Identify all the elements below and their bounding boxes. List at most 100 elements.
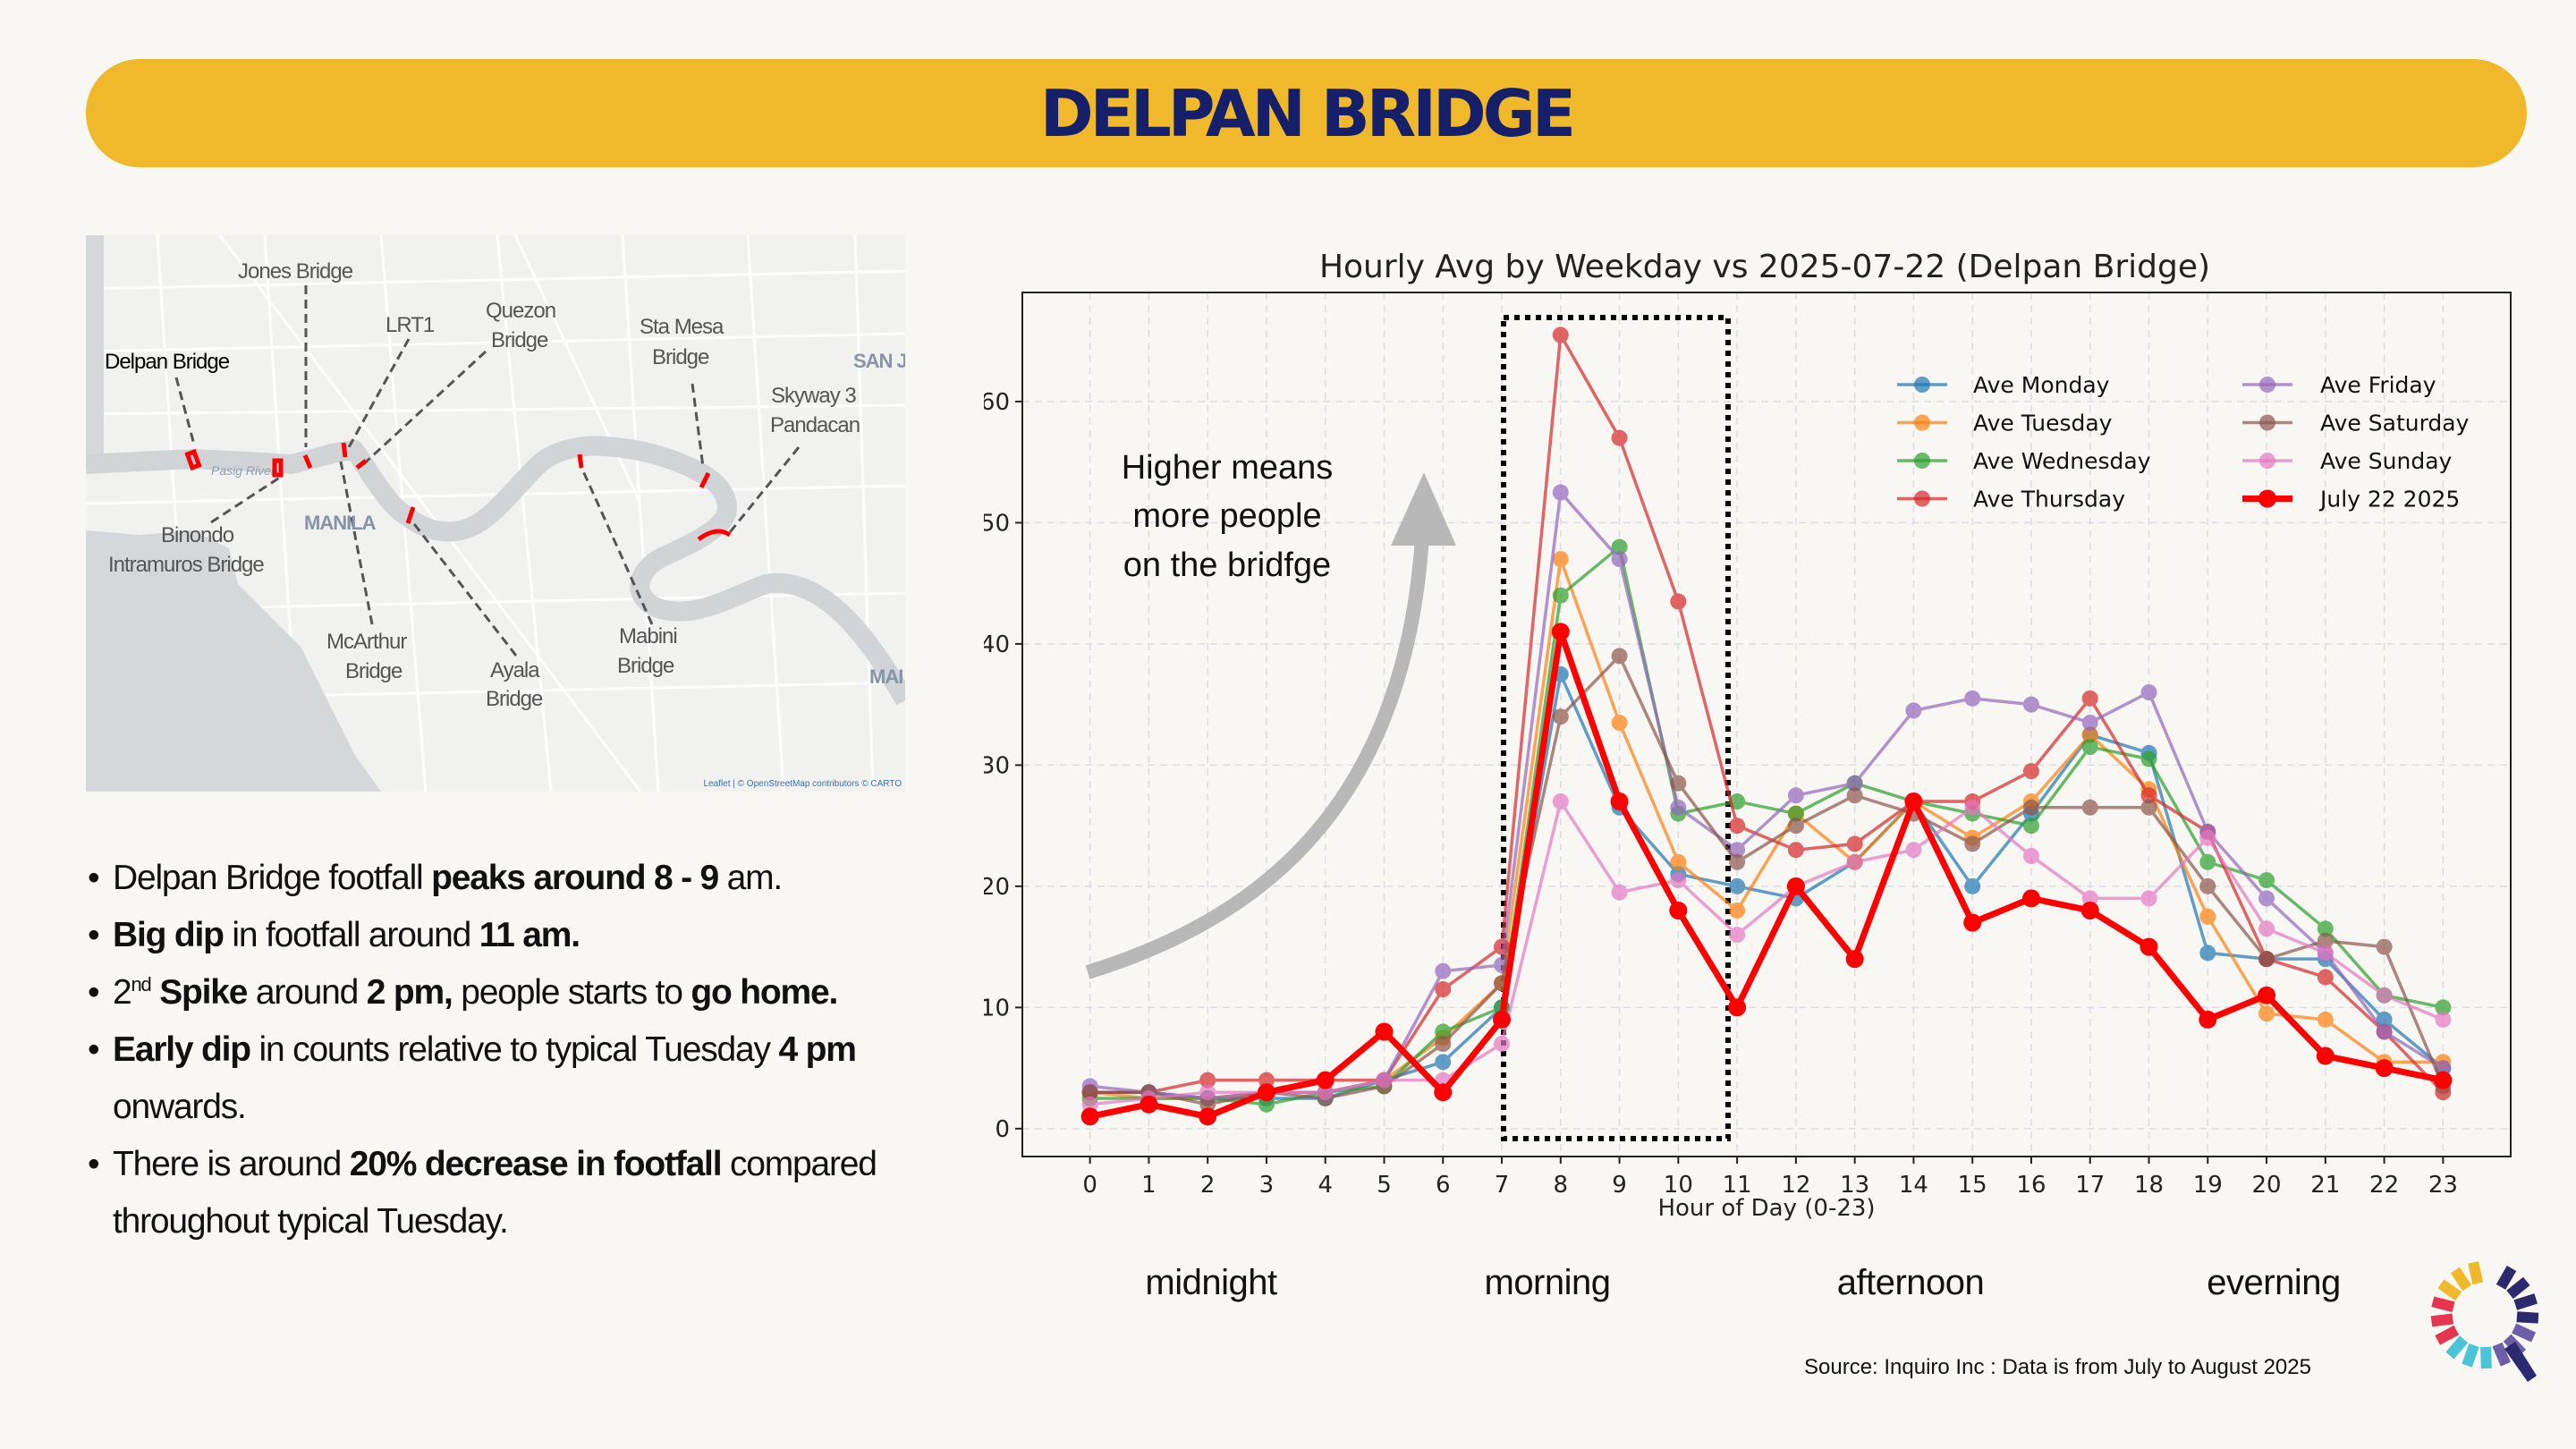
x-tick-label: 20 xyxy=(2252,1172,2282,1199)
y-tick-label: 0 xyxy=(995,1116,1010,1143)
data-point xyxy=(1670,799,1687,816)
data-point xyxy=(2140,799,2157,816)
data-point xyxy=(1845,950,1864,969)
data-point xyxy=(1611,884,1628,901)
data-point xyxy=(1435,981,1452,998)
logo-segment xyxy=(2496,1266,2517,1290)
data-point xyxy=(1846,775,1863,792)
bullet-emphasis: 11 am. xyxy=(479,916,580,954)
logo-segment xyxy=(2506,1276,2530,1300)
data-point xyxy=(1729,902,1746,919)
data-point xyxy=(1964,799,1981,816)
x-tick-label: 22 xyxy=(2369,1172,2399,1199)
data-point xyxy=(1729,877,1746,894)
data-point xyxy=(1435,1054,1452,1071)
legend-entry: Ave Thursday xyxy=(1897,487,2125,513)
data-point xyxy=(1787,787,1804,804)
data-point xyxy=(2081,726,2098,743)
bullet-text: compared throughout typical Tuesday. xyxy=(113,1145,877,1241)
data-point xyxy=(1846,853,1863,870)
data-point xyxy=(1964,690,1981,707)
river-label: Pasig River xyxy=(211,463,276,478)
data-point xyxy=(1670,872,1687,889)
data-point xyxy=(1786,877,1805,895)
data-point xyxy=(1787,805,1804,822)
inquiro-logo xyxy=(2430,1261,2539,1382)
data-point xyxy=(1434,1083,1453,1102)
data-point xyxy=(1258,1072,1275,1089)
period-label-morning: morning xyxy=(1484,1263,1611,1302)
data-point xyxy=(1199,1096,1216,1113)
data-point xyxy=(1729,818,1746,835)
legend-entry: Ave Friday xyxy=(2242,372,2436,398)
data-point xyxy=(2435,1060,2452,1077)
bullet-text: in counts relative to typical Tuesday xyxy=(250,1030,779,1069)
x-tick-label: 3 xyxy=(1259,1172,1275,1199)
bullet-emphasis: 2 pm, xyxy=(366,973,453,1012)
x-tick-label: 13 xyxy=(1840,1172,1869,1199)
data-point xyxy=(2435,999,2452,1016)
data-point xyxy=(1669,901,1688,919)
data-point xyxy=(1611,429,1628,446)
x-tick-label: 10 xyxy=(1664,1172,1693,1199)
data-point xyxy=(2434,1071,2453,1089)
data-point xyxy=(1670,593,1687,610)
data-point xyxy=(1728,998,1747,1017)
legend-entry: July 22 2025 xyxy=(2242,487,2460,513)
map-label-stamesa: Sta Mesa xyxy=(640,315,724,339)
data-point xyxy=(2081,690,2098,707)
data-point xyxy=(1258,1096,1275,1113)
logo-segment xyxy=(2480,1346,2492,1369)
map-label-quezon-2: Bridge xyxy=(491,328,548,352)
x-axis-label: Hour of Day (0-23) xyxy=(1657,1195,1875,1222)
data-point xyxy=(2081,714,2098,731)
data-point xyxy=(1081,1084,1098,1101)
bullet-text: am. xyxy=(718,859,784,897)
data-point xyxy=(1846,787,1863,804)
data-point xyxy=(2258,920,2275,937)
annotation-line-3: on the bridfge xyxy=(1123,547,1331,584)
map-label-quezon: Quezon xyxy=(486,299,555,323)
legend-label: Ave Wednesday xyxy=(1973,448,2151,474)
data-point xyxy=(1552,551,1569,568)
logo-segment xyxy=(2516,1311,2539,1324)
x-tick-label: 16 xyxy=(2016,1172,2046,1199)
map-label-ayala-2: Bridge xyxy=(486,687,543,711)
peak-highlight-box xyxy=(1501,315,1731,1141)
logo-segment xyxy=(2450,1267,2472,1292)
data-point xyxy=(1611,551,1628,568)
bullet-text: nd xyxy=(131,973,152,996)
data-point xyxy=(2376,938,2393,955)
data-point xyxy=(2022,696,2039,713)
data-point xyxy=(1552,793,1569,810)
data-point xyxy=(1140,1095,1158,1114)
map-label-skyway: Skyway 3 xyxy=(771,384,856,408)
logo-segment xyxy=(2492,1342,2511,1367)
legend-marker xyxy=(1914,490,1930,507)
y-tick-label: 20 xyxy=(984,874,1010,901)
data-point xyxy=(2199,945,2216,962)
data-point xyxy=(2140,750,2157,767)
data-point xyxy=(1494,1036,1511,1052)
data-point xyxy=(2140,890,2157,907)
legend-marker xyxy=(2259,377,2275,393)
data-point xyxy=(1493,1010,1512,1029)
data-point xyxy=(2081,739,2098,756)
data-point xyxy=(2317,920,2334,937)
data-point xyxy=(2375,1059,2394,1078)
data-point xyxy=(2081,890,2098,907)
map-attribution[interactable]: Leaflet | © OpenStreetMap contributors ©… xyxy=(703,779,902,789)
bullet-emphasis: 4 pm xyxy=(778,1030,856,1069)
data-point xyxy=(2199,877,2216,894)
map-label-skyway-2: Pandacan xyxy=(770,413,860,437)
legend-marker xyxy=(1914,453,1930,469)
map-label-binondo-2: Intramuros Bridge xyxy=(108,553,264,577)
logo-segment xyxy=(2445,1335,2469,1360)
y-tick-label: 30 xyxy=(984,752,1010,779)
data-point xyxy=(2258,872,2275,889)
series-ave-wednesday xyxy=(1081,538,2452,1113)
data-point xyxy=(1552,708,1569,725)
logo-segment xyxy=(2468,1261,2484,1285)
data-point xyxy=(2376,1023,2393,1040)
x-tick-label: 9 xyxy=(1612,1172,1627,1199)
